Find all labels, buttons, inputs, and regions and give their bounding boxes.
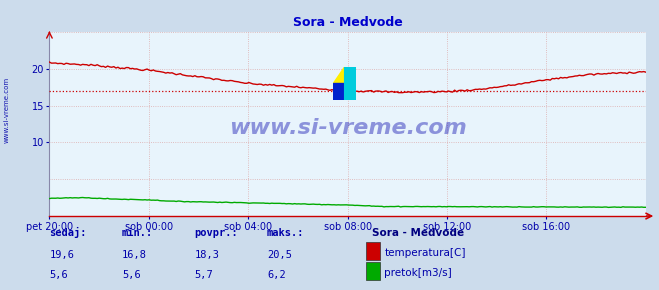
Text: 5,6: 5,6 bbox=[49, 270, 68, 280]
Text: sedaj:: sedaj: bbox=[49, 227, 87, 238]
Text: 16,8: 16,8 bbox=[122, 250, 147, 260]
Text: 20,5: 20,5 bbox=[267, 250, 292, 260]
Text: maks.:: maks.: bbox=[267, 228, 304, 238]
Text: temperatura[C]: temperatura[C] bbox=[384, 248, 466, 258]
Text: 5,6: 5,6 bbox=[122, 270, 140, 280]
Text: povpr.:: povpr.: bbox=[194, 228, 238, 238]
Text: Sora - Medvode: Sora - Medvode bbox=[372, 228, 465, 238]
Text: min.:: min.: bbox=[122, 228, 153, 238]
Polygon shape bbox=[345, 67, 356, 84]
Polygon shape bbox=[345, 67, 356, 100]
Text: 19,6: 19,6 bbox=[49, 250, 74, 260]
Text: 18,3: 18,3 bbox=[194, 250, 219, 260]
Text: www.si-vreme.com: www.si-vreme.com bbox=[229, 118, 467, 138]
Polygon shape bbox=[333, 67, 345, 84]
Text: www.si-vreme.com: www.si-vreme.com bbox=[4, 77, 10, 143]
Text: pretok[m3/s]: pretok[m3/s] bbox=[384, 268, 452, 278]
Title: Sora - Medvode: Sora - Medvode bbox=[293, 16, 403, 29]
Text: 5,7: 5,7 bbox=[194, 270, 213, 280]
Text: 6,2: 6,2 bbox=[267, 270, 285, 280]
Polygon shape bbox=[333, 84, 345, 100]
